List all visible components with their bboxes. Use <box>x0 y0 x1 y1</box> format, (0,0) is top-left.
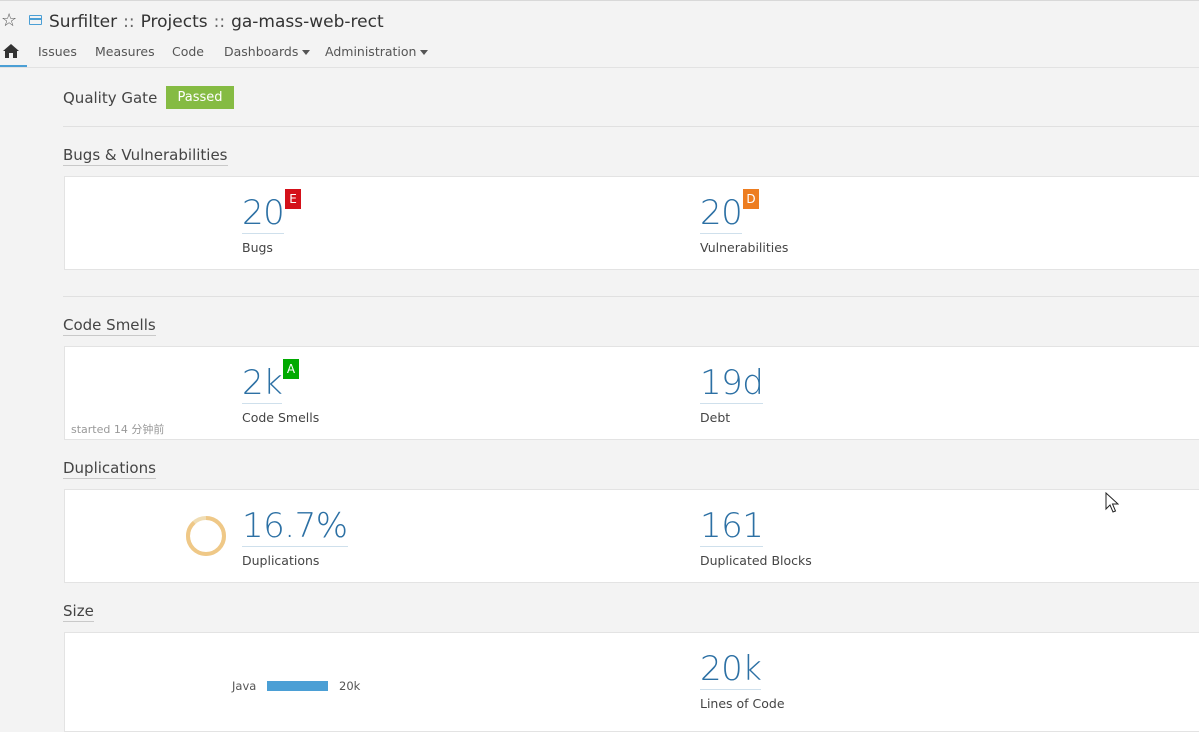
nav-code[interactable]: Code <box>172 44 205 59</box>
lines-of-code-value[interactable]: 20k <box>700 649 762 690</box>
mouse-cursor-icon <box>1105 492 1119 513</box>
nav-dashboards-label: Dashboards <box>224 44 299 59</box>
lines-of-code-metric[interactable]: 20k Lines of Code <box>700 650 785 711</box>
breadcrumb-project[interactable]: ga-mass-web-rect <box>231 12 384 32</box>
section-title-size: Size <box>63 602 94 622</box>
duplications-donut-chart <box>186 516 226 556</box>
favorite-star-icon[interactable]: ☆ <box>1 10 18 31</box>
section-title-text[interactable]: Size <box>63 602 94 622</box>
duplications-metric[interactable]: 16.7% Duplications <box>242 507 348 568</box>
breadcrumb-org[interactable]: Surfilter <box>49 12 118 32</box>
bugs-vulnerabilities-card: 20 Bugs E 20 Vulnerabilities D <box>64 176 1199 270</box>
bugs-value[interactable]: 20 <box>242 193 285 234</box>
section-title-text[interactable]: Code Smells <box>63 316 156 336</box>
quality-gate-status-badge[interactable]: Passed <box>166 86 234 109</box>
top-border <box>0 0 1199 1</box>
breadcrumb-separator: :: <box>123 12 135 32</box>
language-lines-value: 20k <box>339 679 361 693</box>
duplications-card: 16.7% Duplications 161 Duplicated Blocks <box>64 489 1199 583</box>
analysis-started-note: started 14 分钟前 <box>71 423 165 436</box>
section-title-duplications: Duplications <box>63 459 156 479</box>
code-smells-rating-badge[interactable]: A <box>283 359 299 379</box>
project-nav: Issues Measures Code Dashboards Administ… <box>0 40 1199 68</box>
breadcrumb-projects[interactable]: Projects <box>140 12 208 32</box>
home-icon <box>3 44 19 58</box>
vulnerabilities-rating-badge[interactable]: D <box>743 189 759 209</box>
lines-of-code-label: Lines of Code <box>700 696 785 711</box>
divider <box>63 296 1199 297</box>
nav-measures[interactable]: Measures <box>95 44 155 59</box>
nav-administration-label: Administration <box>325 44 417 59</box>
divider <box>63 126 1199 127</box>
section-title-text[interactable]: Bugs & Vulnerabilities <box>63 146 228 166</box>
duplicated-blocks-label: Duplicated Blocks <box>700 553 812 568</box>
bugs-metric[interactable]: 20 Bugs <box>242 193 285 255</box>
nav-administration[interactable]: Administration <box>325 44 429 59</box>
breadcrumb-separator: :: <box>213 12 226 32</box>
nav-dashboards[interactable]: Dashboards <box>224 44 311 59</box>
donut-fill <box>186 516 226 556</box>
nav-issues[interactable]: Issues <box>38 44 77 59</box>
quality-gate-label: Quality Gate <box>63 89 158 107</box>
debt-label: Debt <box>700 410 731 425</box>
duplications-value[interactable]: 16.7% <box>242 506 348 547</box>
section-title-code-smells: Code Smells <box>63 316 156 336</box>
code-smells-label: Code Smells <box>242 410 320 425</box>
caret-down-icon <box>420 50 429 55</box>
vulnerabilities-value[interactable]: 20 <box>700 193 743 234</box>
section-title-text[interactable]: Duplications <box>63 459 156 479</box>
duplicated-blocks-value[interactable]: 161 <box>700 506 764 547</box>
debt-value[interactable]: 19d <box>700 363 764 404</box>
code-smells-card: 2k Code Smells A 19d Debt started 14 分钟前 <box>64 346 1199 440</box>
code-smells-value[interactable]: 2k <box>242 363 283 404</box>
code-smells-metric[interactable]: 2k Code Smells <box>242 364 319 425</box>
vulnerabilities-metric[interactable]: 20 Vulnerabilities <box>700 194 788 255</box>
caret-down-icon <box>302 50 311 55</box>
bugs-label: Bugs <box>242 240 273 255</box>
vulnerabilities-label: Vulnerabilities <box>700 240 789 255</box>
bugs-rating-badge[interactable]: E <box>285 189 301 209</box>
duplications-label: Duplications <box>242 553 320 568</box>
duplicated-blocks-metric[interactable]: 161 Duplicated Blocks <box>700 507 812 568</box>
size-card: Java 20k 20k Lines of Code <box>64 632 1199 732</box>
language-bar <box>267 681 328 691</box>
debt-metric[interactable]: 19d Debt <box>700 363 764 425</box>
language-name: Java <box>232 679 257 693</box>
breadcrumb: Surfilter:: Projects:: ga-mass-web-rect <box>49 12 384 32</box>
nav-home[interactable] <box>0 40 27 67</box>
project-icon <box>29 15 42 25</box>
section-title-bugs-vulnerabilities: Bugs & Vulnerabilities <box>63 146 228 166</box>
